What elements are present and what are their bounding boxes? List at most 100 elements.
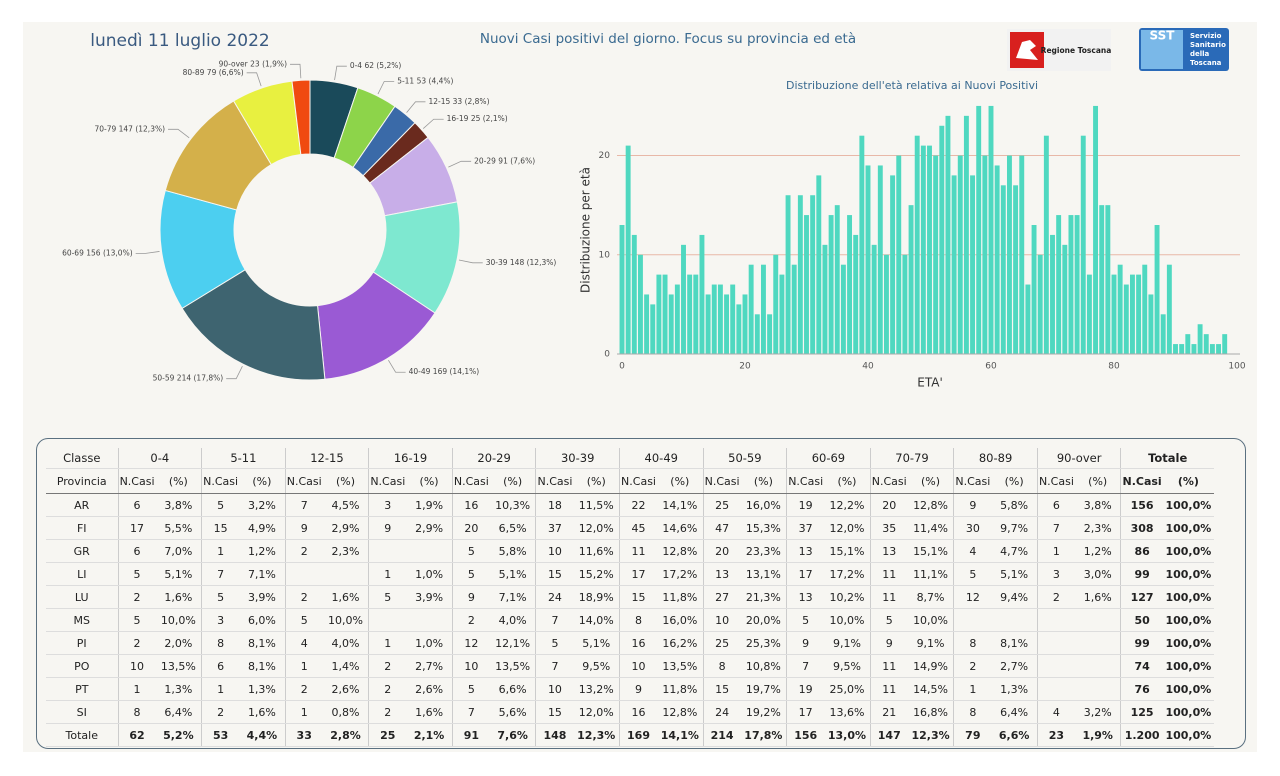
table-cell: 5,1% [489,562,536,586]
province-name: GR [46,539,118,563]
bar [804,215,809,354]
table-cell [322,562,369,586]
table-row: Provincia N.Casi (%) N.Casi (%) N.Casi (%) N.Ca… [46,468,1214,494]
table-cell: 6,6% [489,677,536,701]
table-cell: 13,5% [155,654,202,678]
table-cell: 21 [869,700,908,724]
table-cell: 19,7% [740,677,787,701]
table-cell: 2 [368,700,407,724]
table-cell: 12,3% [573,723,620,747]
group-header: 70-79 [869,448,954,469]
table-cell: 18 [535,493,574,517]
sub-header: (%) [657,468,704,494]
sub-header: (%) [573,468,620,494]
sub-header: N.Casi [535,468,574,494]
table: Classe 0-4 5-11 12-15 16-19 20-29 30-39 40-49 50… [46,448,1214,747]
bar [1093,105,1099,354]
table-cell: 1 [201,539,240,563]
table-cell: 27 [702,585,741,609]
y-tick-label: 0 [604,350,610,360]
table-cell: 5,6% [489,700,536,724]
table-cell: 17 [117,516,156,540]
table-row: Classe 0-4 5-11 12-15 16-19 20-29 30-39 40-49 50… [46,448,1214,469]
bar [1000,185,1006,354]
bar [939,125,945,355]
table-cell: 11,6% [573,539,620,563]
table-cell: 5 [786,608,825,632]
table-cell: 10 [618,654,658,678]
table-cell: 10,0% [907,608,954,632]
slice-value: 62 (5,2%) [364,61,401,70]
bar [662,274,668,354]
table-cell: 37 [786,516,825,540]
table-cell: 25 [702,493,741,517]
leader-line [448,160,472,168]
bar [736,304,742,354]
bar [1056,215,1062,354]
table-cell: 15 [618,585,658,609]
table-cell: 11,8% [657,677,704,701]
table-cell: 30 [953,516,992,540]
province-name: LU [46,585,118,609]
leader-line [422,118,444,129]
table-cell: 5 [284,608,323,632]
table-cell: 100,0% [1162,677,1214,701]
slice-value: 147 (12,3%) [119,124,165,133]
table-cell: 25,0% [824,677,871,701]
leader-line [226,365,243,380]
slice-label: 70-79 147 (12,3%) [94,124,165,133]
logo-sst-mark [1141,30,1183,69]
table-cell: 9 [786,631,825,655]
table-cell [1074,654,1121,678]
sub-header: N.Casi [1120,468,1163,494]
bar [1050,234,1055,354]
bar [767,314,773,354]
table-cell: 6 [201,654,240,678]
table-cell: 13,1% [740,562,787,586]
table-cell: 24 [535,585,574,609]
bar [1062,244,1068,354]
table-cell: 5,1% [573,631,620,655]
table-cell: 100,0% [1162,700,1214,724]
table-cell: 9 [368,516,407,540]
table-cell: 15 [702,677,741,701]
bar [1019,155,1025,354]
x-tick-label: 80 [1108,362,1120,372]
table-cell: 2 [1036,585,1075,609]
table-cell: 1,6% [1074,585,1121,609]
table-cell: 17 [786,700,825,724]
bar [711,284,717,354]
table-cell: 147 [869,723,908,747]
table-cell: 5 [117,562,156,586]
table-cell: 12,0% [573,516,620,540]
table-cell: 5 [953,562,992,586]
table-row: AR 6 3,8% 5 3,2% 7 4,5% 3 1,9% 16 10,3% 18 11,5% 22 14… [46,493,1214,517]
table-cell: 15,2% [573,562,620,586]
table-cell: 2 [284,677,323,701]
bar [1117,264,1123,354]
slice-label: 30-39 148 (12,3%) [486,258,557,267]
bar [896,155,902,354]
slice-value: 23 (1,9%) [250,59,287,68]
group-header: 16-19 [368,448,453,469]
table-cell: 10,2% [824,585,871,609]
corner-header: Provincia [46,468,118,494]
table-cell: 6,0% [239,608,286,632]
table-cell: 1 [201,677,240,701]
table-cell: 15 [201,516,240,540]
sub-header: N.Casi [284,468,323,494]
table-cell: 1 [1036,539,1075,563]
bar [970,175,976,354]
logo-sst-line: della [1190,50,1210,58]
bar [1006,155,1012,354]
table-cell: 23,3% [740,539,787,563]
bar [724,294,730,354]
table-cell: 9,7% [991,516,1038,540]
table-cell: 6,4% [155,700,202,724]
bar [902,254,908,354]
table-cell: 1 [284,654,323,678]
table-cell: 13,6% [824,700,871,724]
table-cell: 2,7% [406,654,453,678]
table-row: PI 2 2,0% 8 8,1% 4 4,0% 1 1,0% 12 12,1% 5 5,1% 16 16,2… [46,631,1214,655]
